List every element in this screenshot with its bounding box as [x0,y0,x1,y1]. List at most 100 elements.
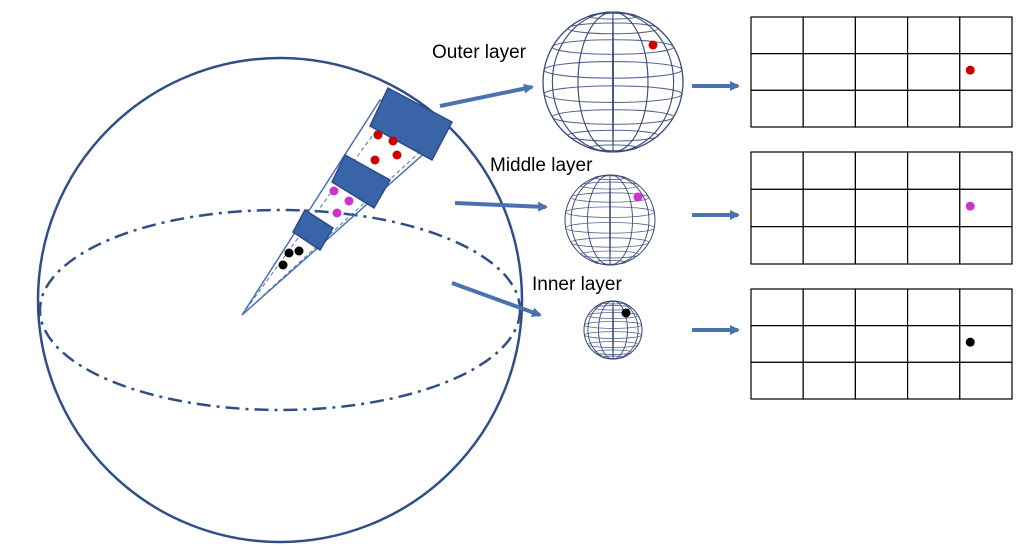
arrow-middle-to-globe [454,201,548,212]
middle-layer-block [331,153,392,210]
grid-cell [959,89,1013,128]
grid-cell [802,361,857,400]
grid-cell [854,151,909,190]
middle-globe-point [633,192,643,202]
globe-parallel [587,312,639,319]
middle-layer-points [329,186,354,218]
globe-parallel [543,85,683,103]
globe-parallel [570,237,650,248]
outer-point [370,155,380,165]
grid-cell [802,53,857,91]
grid-cell [854,53,909,91]
grid-cell [750,188,804,228]
globe-parallel [570,192,650,203]
globe-parallel [593,349,633,355]
inner-point [294,246,304,256]
sampling-cone [241,86,454,316]
middle-point [332,208,342,218]
cone-to-globe-arrows [439,83,548,317]
middle-layer-globe [564,174,656,266]
grid-cell [854,226,909,265]
inner-point [278,260,288,270]
outer-layer-block [369,86,454,162]
grid-cell [906,16,961,55]
outer-layer-globe [542,11,684,153]
grid-cell [802,188,857,228]
inner-point [284,248,294,258]
globe-parallel [584,321,642,329]
globe-parallel [594,175,626,180]
globe-parallel [565,206,655,218]
middle-point [344,196,354,206]
grid-cell [802,226,857,265]
grid-cell [750,288,804,327]
equator-dashdot [38,208,522,412]
globe-parallel [593,305,633,311]
outer-layer-grid [750,16,1013,128]
grid-cell [854,361,909,400]
inner-layer-grid [750,288,1013,400]
grid-cell [959,151,1013,190]
grid-cell [854,16,909,55]
outer-layer-points [370,130,402,165]
grid-cell [906,325,961,363]
grid-cell [906,361,961,400]
globe-parallel [584,331,642,339]
grid-cell [750,89,804,128]
grid-cell [906,288,961,327]
grid-cell [750,361,804,400]
cone-inner-edge-2 [241,149,423,316]
globe-parallel [551,109,675,125]
grid-cell [750,53,804,91]
big-sphere [36,56,524,544]
grid-cell [959,288,1013,327]
arrow-inner-to-globe [451,281,542,317]
globe-parallel [588,144,638,152]
inner-layer-block [292,208,335,252]
inner-layer-points [278,246,304,270]
grid-cell [854,288,909,327]
grid-cell [750,16,804,55]
globe-parallel [567,22,659,35]
outer-layer-label: Outer layer [432,42,527,63]
grid-cell [906,151,961,190]
globe-parallel [565,222,655,234]
globe-parallel [567,129,659,142]
outer-point [388,136,398,146]
grid-cell [959,16,1013,55]
middle-layer-label: Middle layer [490,155,593,176]
grid-cell [854,325,909,363]
globe-parallel [587,341,639,348]
grid-cell [750,151,804,190]
globe-parallel [588,12,638,20]
globe-parallel [543,61,683,79]
grid-cell [802,288,857,327]
grid-cell [906,226,961,265]
grid-cell [854,188,909,228]
grid-cell [959,361,1013,400]
grid-cell [802,325,857,363]
arrow-outer-to-globe [439,83,534,108]
outer-grid-point [965,65,975,75]
grid-cell [802,89,857,128]
grid-cell [906,188,961,228]
outer-point [373,130,383,140]
middle-grid-point [965,201,975,211]
grid-cell [802,16,857,55]
globe-parallel [602,355,624,359]
globe-to-grid-arrows [692,81,740,335]
grid-cell [750,325,804,363]
globe-parallel [594,260,626,265]
globe-parallel [551,39,675,55]
grid-cell [750,226,804,265]
outer-point [392,150,402,160]
inner-layer-globe [583,300,643,360]
grid-cell [854,89,909,128]
globe-parallel [602,301,624,305]
grid-cell [959,226,1013,265]
big-sphere-outline [36,56,524,544]
inner-globe-point [621,308,631,318]
grid-cell [802,151,857,190]
inner-grid-point [965,337,975,347]
